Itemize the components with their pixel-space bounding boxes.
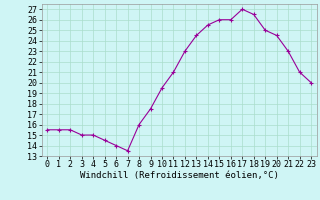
- X-axis label: Windchill (Refroidissement éolien,°C): Windchill (Refroidissement éolien,°C): [80, 171, 279, 180]
